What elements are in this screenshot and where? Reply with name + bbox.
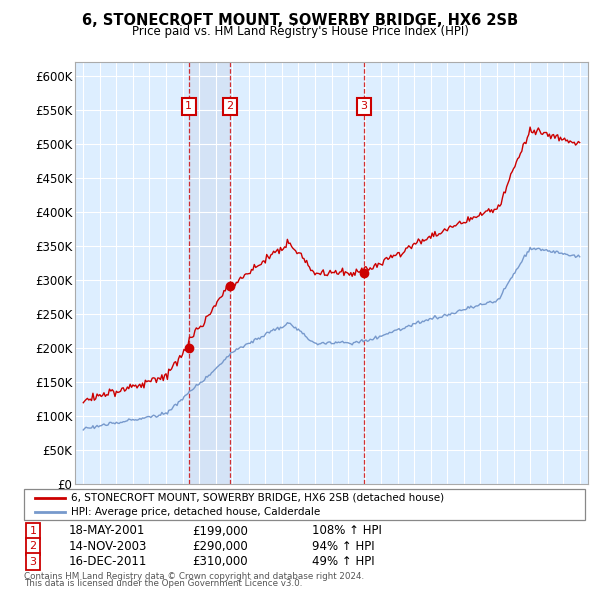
Text: 2: 2 xyxy=(29,542,37,551)
Text: 6, STONECROFT MOUNT, SOWERBY BRIDGE, HX6 2SB (detached house): 6, STONECROFT MOUNT, SOWERBY BRIDGE, HX6… xyxy=(71,493,444,503)
Text: 3: 3 xyxy=(29,557,37,566)
Text: 2: 2 xyxy=(227,101,234,111)
Text: 14-NOV-2003: 14-NOV-2003 xyxy=(69,540,148,553)
Text: £199,000: £199,000 xyxy=(192,525,248,537)
Bar xyxy=(189,62,230,484)
Text: This data is licensed under the Open Government Licence v3.0.: This data is licensed under the Open Gov… xyxy=(24,579,302,588)
Text: £290,000: £290,000 xyxy=(192,540,248,553)
Text: 6, STONECROFT MOUNT, SOWERBY BRIDGE, HX6 2SB: 6, STONECROFT MOUNT, SOWERBY BRIDGE, HX6… xyxy=(82,13,518,28)
Text: 108% ↑ HPI: 108% ↑ HPI xyxy=(312,525,382,537)
Text: HPI: Average price, detached house, Calderdale: HPI: Average price, detached house, Cald… xyxy=(71,507,320,517)
Text: Contains HM Land Registry data © Crown copyright and database right 2024.: Contains HM Land Registry data © Crown c… xyxy=(24,572,364,581)
Text: 49% ↑ HPI: 49% ↑ HPI xyxy=(312,555,374,568)
Text: 1: 1 xyxy=(185,101,192,111)
Text: 94% ↑ HPI: 94% ↑ HPI xyxy=(312,540,374,553)
Text: £310,000: £310,000 xyxy=(192,555,248,568)
Text: 16-DEC-2011: 16-DEC-2011 xyxy=(69,555,148,568)
Text: 1: 1 xyxy=(29,526,37,536)
Text: 18-MAY-2001: 18-MAY-2001 xyxy=(69,525,145,537)
Text: Price paid vs. HM Land Registry's House Price Index (HPI): Price paid vs. HM Land Registry's House … xyxy=(131,25,469,38)
Text: 3: 3 xyxy=(361,101,367,111)
